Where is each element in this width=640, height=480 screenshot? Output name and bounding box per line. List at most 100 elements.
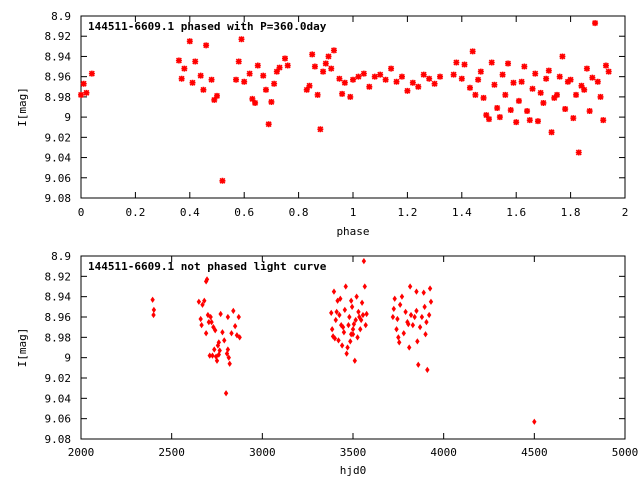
data-point — [214, 92, 220, 99]
x-axis-label: hjd0 — [340, 464, 367, 477]
data-point — [203, 42, 210, 49]
data-point — [426, 75, 433, 82]
data-point — [199, 322, 204, 329]
data-point — [203, 278, 209, 285]
data-point — [394, 326, 399, 333]
data-point — [213, 327, 218, 334]
data-point — [341, 329, 347, 336]
data-point — [181, 65, 188, 72]
plot-frame — [80, 255, 626, 440]
data-point — [175, 57, 182, 64]
data-point — [526, 117, 533, 124]
data-point — [605, 68, 612, 75]
data-point — [205, 311, 211, 319]
data-point — [359, 299, 365, 306]
data-point — [477, 68, 484, 75]
data-point — [397, 339, 402, 346]
data-point — [431, 80, 438, 87]
data-point — [203, 330, 209, 337]
data-point — [246, 70, 253, 77]
data-point — [249, 95, 256, 102]
data-point — [200, 86, 207, 93]
data-point — [358, 326, 363, 333]
data-point — [334, 308, 339, 316]
y-tick-label: 8.9 — [51, 250, 71, 263]
data-point — [320, 68, 327, 75]
data-point — [586, 108, 593, 115]
data-point — [390, 313, 396, 321]
data-point — [532, 418, 537, 425]
data-point — [235, 58, 242, 65]
data-point — [602, 62, 609, 69]
data-point — [408, 311, 414, 319]
plot-title: 144511-6609.1 phased with P=360.0day — [88, 20, 327, 33]
data-point — [425, 366, 430, 373]
y-tick-label: 8.9 — [51, 10, 71, 23]
data-point — [186, 38, 193, 45]
data-point — [342, 306, 348, 314]
data-point — [151, 311, 156, 319]
data-point — [225, 313, 231, 321]
data-point — [223, 390, 229, 397]
data-point — [403, 308, 408, 316]
data-point — [214, 357, 220, 364]
y-tick-label: 9.06 — [45, 172, 72, 185]
data-point — [491, 81, 498, 88]
x-tick-label: 4000 — [430, 446, 457, 459]
data-point — [351, 320, 357, 328]
data-point — [219, 177, 226, 184]
data-point — [529, 85, 536, 92]
data-point — [592, 20, 599, 27]
data-point — [346, 322, 351, 329]
data-point — [150, 296, 155, 303]
data-point — [306, 82, 313, 89]
x-tick-label: 1 — [350, 206, 357, 219]
data-point — [349, 303, 355, 310]
x-tick-label: 4500 — [521, 446, 548, 459]
data-point — [556, 73, 563, 80]
data-point — [559, 53, 566, 60]
data-point — [347, 313, 352, 321]
data-point — [343, 283, 348, 290]
data-point — [388, 65, 395, 72]
y-tick-label: 8.96 — [45, 71, 72, 84]
data-point — [366, 83, 373, 90]
data-point — [347, 93, 354, 100]
y-axis-label: I[mag] — [16, 87, 29, 127]
data-point — [540, 99, 547, 106]
data-point — [521, 63, 528, 70]
data-point — [371, 73, 378, 80]
data-point — [218, 310, 223, 318]
data-point — [597, 93, 604, 100]
data-point — [532, 70, 539, 77]
data-point — [196, 298, 202, 305]
data-point — [209, 318, 214, 326]
data-point — [562, 106, 569, 113]
data-point — [212, 346, 217, 353]
data-point — [494, 105, 501, 112]
data-point — [415, 83, 422, 90]
data-point — [232, 323, 238, 330]
x-tick-label: 0.8 — [289, 206, 309, 219]
data-point — [427, 285, 433, 292]
x-tick-label: 2500 — [158, 446, 185, 459]
data-point — [567, 76, 574, 83]
data-point — [350, 326, 356, 333]
data-point — [237, 334, 242, 341]
data-point — [211, 96, 218, 103]
data-point — [416, 361, 421, 368]
data-point — [414, 288, 419, 295]
data-point — [350, 331, 356, 338]
data-point — [548, 129, 555, 136]
y-tick-label: 8.98 — [45, 331, 72, 344]
data-point — [322, 60, 329, 67]
plot-title: 144511-6609.1 not phased light curve — [88, 260, 327, 273]
data-point — [480, 94, 487, 101]
data-point — [216, 351, 221, 358]
data-point — [543, 75, 550, 82]
data-point — [341, 79, 348, 86]
data-point — [80, 80, 87, 87]
data-point — [362, 283, 367, 290]
data-point — [412, 313, 417, 321]
